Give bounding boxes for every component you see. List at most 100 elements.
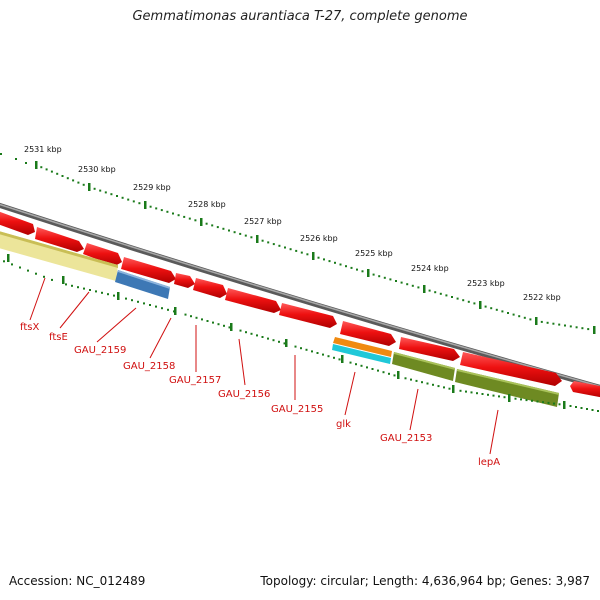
minor-tick <box>552 322 555 325</box>
feature-cyan[interactable] <box>332 344 391 364</box>
cds-feature[interactable] <box>570 381 600 398</box>
minor-tick <box>523 316 526 319</box>
minor-tick <box>278 340 280 343</box>
minor-tick <box>492 394 495 397</box>
accession-label: Accession: NC_012489 <box>9 574 146 588</box>
minor-tick <box>383 276 386 279</box>
minor-tick <box>56 172 59 175</box>
minor-tick <box>415 379 418 382</box>
gene-label[interactable]: glk <box>336 419 351 430</box>
other-features-track <box>0 230 559 407</box>
gene-label[interactable]: ftsE <box>49 332 68 343</box>
minor-tick <box>360 364 363 367</box>
minor-tick <box>558 403 561 406</box>
gene-label[interactable]: GAU_2157 <box>169 375 221 386</box>
minor-tick <box>410 378 412 381</box>
major-tick <box>256 235 259 243</box>
cds-feature[interactable] <box>460 352 562 386</box>
gene-label[interactable]: GAU_2158 <box>123 361 175 372</box>
map-title: Gemmatimonas aurantiaca T-27, complete g… <box>132 9 468 24</box>
minor-tick <box>43 275 45 278</box>
minor-tick <box>256 334 258 337</box>
cds-feature[interactable] <box>83 243 122 266</box>
minor-tick <box>470 391 473 394</box>
minor-tick <box>116 195 118 197</box>
minor-tick <box>244 234 247 237</box>
scale-label: 2526 kbp <box>300 234 338 243</box>
minor-tick <box>183 215 186 218</box>
gene-label[interactable]: GAU_2159 <box>74 345 126 356</box>
minor-tick <box>451 296 453 298</box>
minor-tick <box>575 326 578 329</box>
minor-tick <box>473 302 476 305</box>
minor-tick <box>284 246 286 249</box>
minor-tick <box>205 222 208 225</box>
minor-tick <box>333 356 335 359</box>
cds-feature[interactable] <box>399 337 460 361</box>
minor-tick <box>404 377 407 380</box>
minor-tick <box>250 236 253 239</box>
feature-blue[interactable] <box>115 270 170 299</box>
minor-tick <box>45 168 48 171</box>
minor-tick <box>77 181 80 184</box>
minor-tick <box>372 273 375 276</box>
rna-feature-yellow-edge <box>0 231 118 268</box>
minor-tick <box>172 212 174 215</box>
minor-tick <box>216 226 219 229</box>
minor-tick <box>484 305 487 308</box>
cds-feature[interactable] <box>340 321 396 346</box>
minor-tick <box>295 249 298 252</box>
scale-label: 2529 kbp <box>133 183 171 192</box>
minor-tick <box>316 352 319 354</box>
minor-tick <box>65 283 67 286</box>
major-tick <box>200 218 203 226</box>
minor-tick <box>411 284 414 287</box>
minor-tick <box>294 345 297 348</box>
minor-tick <box>459 389 462 392</box>
minor-tick <box>104 191 107 194</box>
gene-label[interactable]: GAU_2153 <box>380 433 432 444</box>
cds-feature[interactable] <box>193 278 227 298</box>
minor-tick <box>334 261 336 264</box>
minor-tick <box>71 284 73 287</box>
major-tick <box>423 285 426 293</box>
gene-label[interactable]: ftsX <box>20 322 39 333</box>
feature-olive[interactable] <box>455 369 559 407</box>
cds-feature[interactable] <box>35 227 84 252</box>
cds-feature[interactable] <box>121 257 176 283</box>
scale-label: 2530 kbp <box>78 165 116 174</box>
cds-feature[interactable] <box>0 210 35 235</box>
minor-tick <box>445 294 448 297</box>
major-tick <box>535 317 538 325</box>
cds-feature[interactable] <box>225 288 281 313</box>
gene-label[interactable]: GAU_2156 <box>218 389 270 400</box>
minor-tick <box>338 358 341 361</box>
minor-tick <box>395 280 397 282</box>
feature-olive[interactable] <box>392 352 455 381</box>
minor-tick <box>465 390 467 393</box>
minor-tick <box>167 308 169 311</box>
gene-label[interactable]: GAU_2155 <box>271 404 323 415</box>
minor-tick <box>569 325 572 328</box>
minor-tick <box>481 393 484 395</box>
major-tick <box>563 401 566 409</box>
minor-tick <box>476 392 478 395</box>
minor-tick <box>300 347 302 350</box>
rna-feature-yellow[interactable] <box>0 230 118 281</box>
minor-tick <box>371 368 374 370</box>
minor-tick <box>95 290 97 293</box>
minor-tick <box>597 410 599 412</box>
cds-feature[interactable] <box>174 273 195 288</box>
gene-leader-line <box>149 317 172 359</box>
minor-tick <box>66 177 69 180</box>
minor-tick <box>272 339 275 342</box>
minor-tick <box>267 337 269 340</box>
minor-tick <box>487 393 489 396</box>
gene-label[interactable]: lepA <box>478 457 500 468</box>
cds-feature[interactable] <box>279 303 337 328</box>
feature-orange[interactable] <box>333 337 392 357</box>
minor-tick <box>378 275 381 278</box>
minor-tick <box>558 323 561 326</box>
minor-tick <box>328 260 331 263</box>
minor-tick <box>531 399 533 402</box>
